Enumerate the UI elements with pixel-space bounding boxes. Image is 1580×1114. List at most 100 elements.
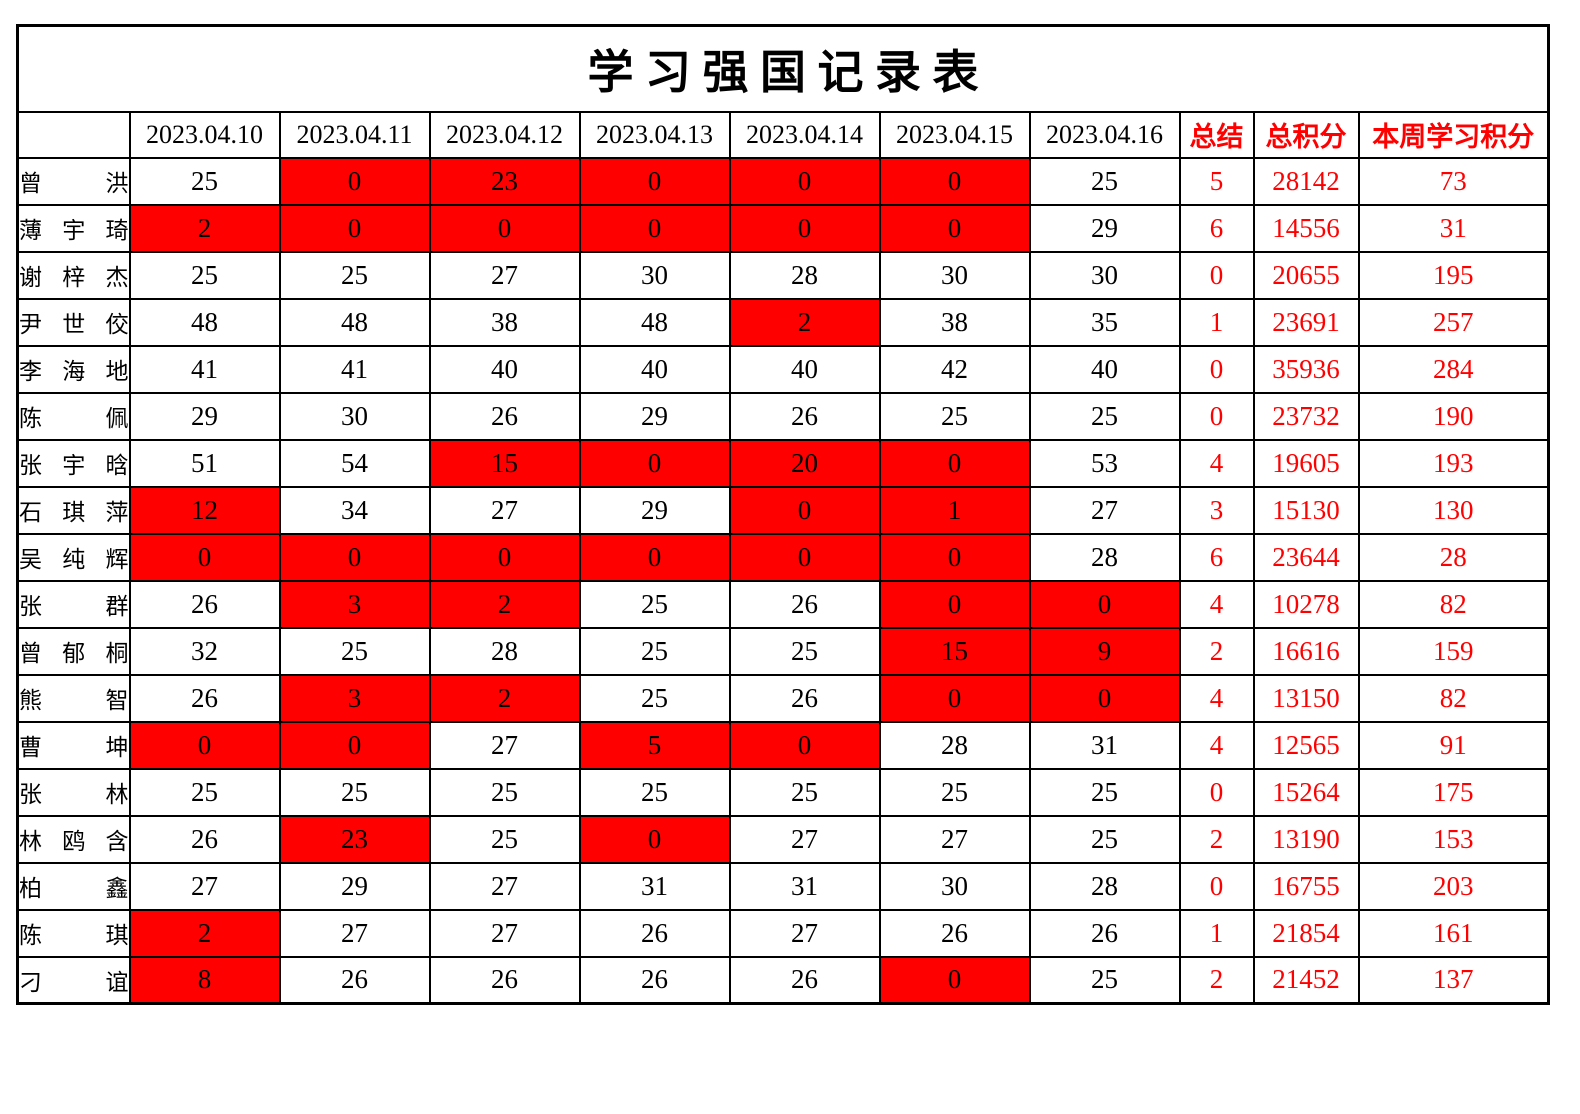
summary-cell: 4 (1178, 673, 1255, 723)
daily-score-cell: 0 (278, 156, 431, 206)
daily-score-cell: 0 (578, 438, 731, 488)
daily-score-cell: 0 (1028, 673, 1181, 723)
daily-score-cell: 27 (428, 485, 581, 535)
daily-score-cell: 0 (128, 720, 281, 770)
daily-score-cell: 0 (278, 720, 431, 770)
daily-score-cell: 15 (878, 626, 1031, 676)
total-points-cell: 10278 (1252, 579, 1360, 629)
daily-score-cell: 25 (1028, 814, 1181, 864)
date-column-header: 2023.04.15 (878, 110, 1031, 159)
student-row: 陈佩 29 30 26 29 26 25 25 0 23732 190 (16, 391, 1550, 441)
student-name: 张群 (16, 579, 131, 629)
summary-cell: 1 (1178, 297, 1255, 347)
daily-score-cell: 0 (278, 203, 431, 253)
title-row: 学 习 强 国 记 录 表 (16, 24, 1550, 113)
corner-cell (16, 110, 131, 159)
student-name: 林鸥含 (16, 814, 131, 864)
total-points-cell: 13150 (1252, 673, 1360, 723)
total-points-cell: 23644 (1252, 532, 1360, 582)
daily-score-cell: 8 (128, 955, 281, 1005)
daily-score-cell: 26 (128, 814, 281, 864)
daily-score-cell: 0 (578, 532, 731, 582)
daily-score-cell: 29 (278, 861, 431, 911)
student-row: 陈琪 2 27 27 26 27 26 26 1 21854 161 (16, 908, 1550, 958)
daily-score-cell: 15 (428, 438, 581, 488)
student-name: 陈琪 (16, 908, 131, 958)
daily-score-cell: 38 (428, 297, 581, 347)
record-sheet: 学 习 强 国 记 录 表 2023.04.10 2023.04.11 2023.0… (16, 24, 1551, 1005)
daily-score-cell: 26 (578, 908, 731, 958)
summary-cell: 0 (1178, 250, 1255, 300)
total-points-cell: 35936 (1252, 344, 1360, 394)
student-row: 曾郁桐 32 25 28 25 25 15 9 2 16616 159 (16, 626, 1550, 676)
student-row: 谢梓杰 25 25 27 30 28 30 30 0 20655 195 (16, 250, 1550, 300)
daily-score-cell: 0 (878, 156, 1031, 206)
daily-score-cell: 51 (128, 438, 281, 488)
daily-score-cell: 0 (878, 955, 1031, 1005)
daily-score-cell: 40 (1028, 344, 1181, 394)
daily-score-cell: 25 (278, 767, 431, 817)
daily-score-cell: 27 (728, 908, 881, 958)
daily-score-cell: 27 (428, 250, 581, 300)
daily-score-cell: 28 (728, 250, 881, 300)
daily-score-cell: 25 (878, 767, 1031, 817)
daily-score-cell: 25 (728, 767, 881, 817)
daily-score-cell: 23 (278, 814, 431, 864)
daily-score-cell: 25 (728, 626, 881, 676)
week-points-cell: 193 (1357, 438, 1550, 488)
daily-score-cell: 28 (1028, 532, 1181, 582)
daily-score-cell: 0 (878, 579, 1031, 629)
student-name: 石琪萍 (16, 485, 131, 535)
week-points-cell: 175 (1357, 767, 1550, 817)
student-name: 尹世佼 (16, 297, 131, 347)
daily-score-cell: 54 (278, 438, 431, 488)
daily-score-cell: 41 (278, 344, 431, 394)
student-name: 熊智 (16, 673, 131, 723)
daily-score-cell: 20 (728, 438, 881, 488)
daily-score-cell: 29 (1028, 203, 1181, 253)
student-row: 张宇晗 51 54 15 0 20 0 53 4 19605 193 (16, 438, 1550, 488)
daily-score-cell: 48 (578, 297, 731, 347)
student-name: 谢梓杰 (16, 250, 131, 300)
daily-score-cell: 0 (878, 203, 1031, 253)
daily-score-cell: 26 (428, 391, 581, 441)
date-column-header: 2023.04.13 (578, 110, 731, 159)
daily-score-cell: 25 (128, 156, 281, 206)
daily-score-cell: 26 (728, 673, 881, 723)
week-points-cell: 28 (1357, 532, 1550, 582)
daily-score-cell: 25 (128, 250, 281, 300)
total-points-cell: 16616 (1252, 626, 1360, 676)
week-points-cell: 137 (1357, 955, 1550, 1005)
daily-score-cell: 25 (278, 250, 431, 300)
date-column-header: 2023.04.12 (428, 110, 581, 159)
daily-score-cell: 42 (878, 344, 1031, 394)
student-name: 薄宇琦 (16, 203, 131, 253)
total-points-cell: 28142 (1252, 156, 1360, 206)
summary-cell: 3 (1178, 485, 1255, 535)
summary-cell: 0 (1178, 767, 1255, 817)
week-points-cell: 130 (1357, 485, 1550, 535)
daily-score-cell: 27 (1028, 485, 1181, 535)
daily-score-cell: 26 (878, 908, 1031, 958)
week-points-cell: 159 (1357, 626, 1550, 676)
table-body: 曾洪 25 0 23 0 0 0 25 5 28142 73 薄宇琦 2 0 0 0 0 0 29 6 14556 31 谢… (16, 156, 1550, 1005)
daily-score-cell: 26 (278, 955, 431, 1005)
student-row: 曹坤 0 0 27 5 0 28 31 4 12565 91 (16, 720, 1550, 770)
student-name: 吴纯辉 (16, 532, 131, 582)
daily-score-cell: 27 (428, 720, 581, 770)
student-row: 李海地 41 41 40 40 40 42 40 0 35936 284 (16, 344, 1550, 394)
daily-score-cell: 25 (278, 626, 431, 676)
week-points-cell: 153 (1357, 814, 1550, 864)
summary-cell: 2 (1178, 955, 1255, 1005)
daily-score-cell: 2 (728, 297, 881, 347)
student-row: 吴纯辉 0 0 0 0 0 0 28 6 23644 28 (16, 532, 1550, 582)
daily-score-cell: 25 (578, 626, 731, 676)
daily-score-cell: 25 (1028, 391, 1181, 441)
summary-cell: 6 (1178, 532, 1255, 582)
summary-cell: 0 (1178, 861, 1255, 911)
daily-score-cell: 23 (428, 156, 581, 206)
summary-cell: 1 (1178, 908, 1255, 958)
daily-score-cell: 25 (428, 767, 581, 817)
student-name: 曹坤 (16, 720, 131, 770)
daily-score-cell: 25 (578, 579, 731, 629)
